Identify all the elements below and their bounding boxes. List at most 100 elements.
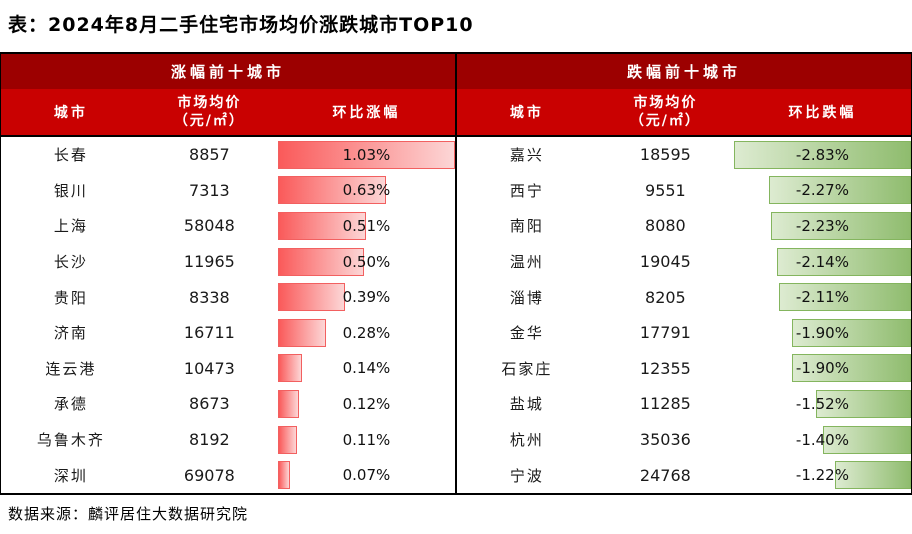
decrease-bar: [778, 283, 911, 312]
change-cell: 0.63%: [277, 173, 455, 209]
decrease-bar: [834, 461, 911, 490]
change-cell: 0.12%: [277, 386, 455, 422]
table-row: 连云港 10473 0.14%: [1, 351, 455, 387]
price-cell: 11965: [183, 252, 235, 272]
increase-bar: [277, 354, 302, 383]
price-cell: 58048: [183, 216, 235, 236]
price-cell: 8205: [645, 287, 686, 307]
table-row: 嘉兴 18595 -2.83%: [457, 137, 911, 173]
change-cell: -1.40%: [734, 422, 911, 458]
price-cell: 10473: [183, 358, 235, 378]
pct-label: -1.90%: [795, 323, 849, 342]
city-cell: 宁波: [509, 466, 544, 485]
decliners-rows: 嘉兴 18595 -2.83% 西宁 9551 -2.27% 南阳 8080 -2.23% 温州 1…: [457, 137, 911, 493]
city-cell: 上海: [53, 217, 88, 236]
increase-bar: [277, 140, 455, 169]
pct-label: -2.11%: [795, 288, 849, 307]
gainers-column-header: 城市 市场均价 （元/㎡） 环比涨幅: [1, 89, 455, 137]
change-cell: -2.14%: [734, 244, 911, 280]
city-cell: 杭州: [509, 431, 544, 450]
decrease-bar: [823, 425, 911, 454]
change-cell: 0.11%: [277, 422, 455, 458]
data-source-note: 数据来源：麟评居住大数据研究院: [8, 505, 249, 523]
price-cell: 12355: [639, 358, 691, 378]
decrease-bar: [733, 140, 911, 169]
price-cell: 24768: [639, 465, 691, 485]
change-cell: -1.22%: [734, 457, 911, 493]
price-cell: 7313: [189, 180, 230, 200]
table-row: 贵阳 8338 0.39%: [1, 279, 455, 315]
city-cell: 金华: [509, 324, 544, 343]
increase-bar: [277, 389, 299, 418]
city-cell: 南阳: [509, 217, 544, 236]
decrease-bar: [768, 176, 911, 205]
price-cell: 35036: [639, 430, 691, 450]
decrease-bar: [815, 389, 911, 418]
decrease-bar: [792, 354, 911, 383]
increase-bar: [277, 176, 387, 205]
decrease-bar: [777, 247, 911, 276]
table-row: 南阳 8080 -2.23%: [457, 208, 911, 244]
table-row: 石家庄 12355 -1.90%: [457, 351, 911, 387]
pct-label: 0.14%: [342, 359, 391, 378]
table-row: 承德 8673 0.12%: [1, 386, 455, 422]
change-cell: -2.27%: [734, 173, 911, 209]
price-cell: 8080: [645, 216, 686, 236]
decrease-bar: [792, 318, 911, 347]
price-cell: 17791: [639, 323, 691, 343]
decliners-group-title: 跌幅前十城市: [457, 54, 911, 89]
pct-label: -1.52%: [795, 394, 849, 413]
column-header-change: 环比跌幅: [788, 105, 857, 121]
change-cell: 0.39%: [277, 279, 455, 315]
price-cell: 16711: [183, 323, 235, 343]
city-cell: 深圳: [53, 466, 88, 485]
table-row: 济南 16711 0.28%: [1, 315, 455, 351]
gainers-rows: 长春 8857 1.03% 银川 7313 0.63% 上海 58048 0.51% 长沙 1196…: [1, 137, 455, 493]
top10-price-table: 涨幅前十城市 城市 市场均价 （元/㎡） 环比涨幅 长春 8857 1.03% 银川 7…: [0, 52, 912, 495]
price-cell: 8192: [189, 430, 230, 450]
table-row: 金华 17791 -1.90%: [457, 315, 911, 351]
city-cell: 盐城: [509, 395, 544, 414]
decliners-column-header: 城市 市场均价 （元/㎡） 环比跌幅: [457, 89, 911, 137]
pct-label: 0.11%: [342, 430, 391, 449]
city-cell: 济南: [53, 324, 88, 343]
column-header-price: 市场均价 （元/㎡）: [173, 94, 245, 129]
decliners-panel: 跌幅前十城市 城市 市场均价 （元/㎡） 环比跌幅 嘉兴 18595 -2.83% 西…: [457, 54, 911, 493]
table-row: 温州 19045 -2.14%: [457, 244, 911, 280]
pct-label: -2.27%: [795, 181, 849, 200]
change-cell: -1.90%: [734, 351, 911, 387]
increase-bar: [277, 247, 364, 276]
table-center-divider: [455, 54, 457, 493]
pct-label: 0.39%: [342, 288, 391, 307]
price-cell: 8338: [189, 287, 230, 307]
pct-label: 0.51%: [342, 216, 391, 235]
price-cell: 9551: [645, 180, 686, 200]
city-cell: 长沙: [53, 253, 88, 272]
increase-bar: [277, 211, 366, 240]
column-header-price: 市场均价 （元/㎡）: [629, 94, 701, 129]
city-cell: 嘉兴: [509, 146, 544, 165]
table-row: 长沙 11965 0.50%: [1, 244, 455, 280]
increase-bar: [277, 318, 327, 347]
change-cell: -2.11%: [734, 279, 911, 315]
increase-bar: [277, 461, 290, 490]
price-cell: 69078: [183, 465, 235, 485]
change-cell: -1.90%: [734, 315, 911, 351]
city-cell: 承德: [53, 395, 88, 414]
table-row: 银川 7313 0.63%: [1, 173, 455, 209]
figure-title: 表：2024年8月二手住宅市场均价涨跌城市TOP10: [8, 14, 474, 36]
table-row: 上海 58048 0.51%: [1, 208, 455, 244]
change-cell: 0.51%: [277, 208, 455, 244]
city-cell: 长春: [53, 146, 88, 165]
pct-label: -2.23%: [795, 216, 849, 235]
change-cell: 1.03%: [277, 137, 455, 173]
city-cell: 连云港: [45, 359, 97, 378]
table-row: 乌鲁木齐 8192 0.11%: [1, 422, 455, 458]
pct-label: -1.22%: [795, 466, 849, 485]
increase-bar: [277, 283, 345, 312]
city-cell: 乌鲁木齐: [36, 431, 105, 450]
gainers-group-title: 涨幅前十城市: [1, 54, 455, 89]
price-cell: 8857: [189, 145, 230, 165]
price-cell: 8673: [189, 394, 230, 414]
price-cell: 11285: [639, 394, 691, 414]
